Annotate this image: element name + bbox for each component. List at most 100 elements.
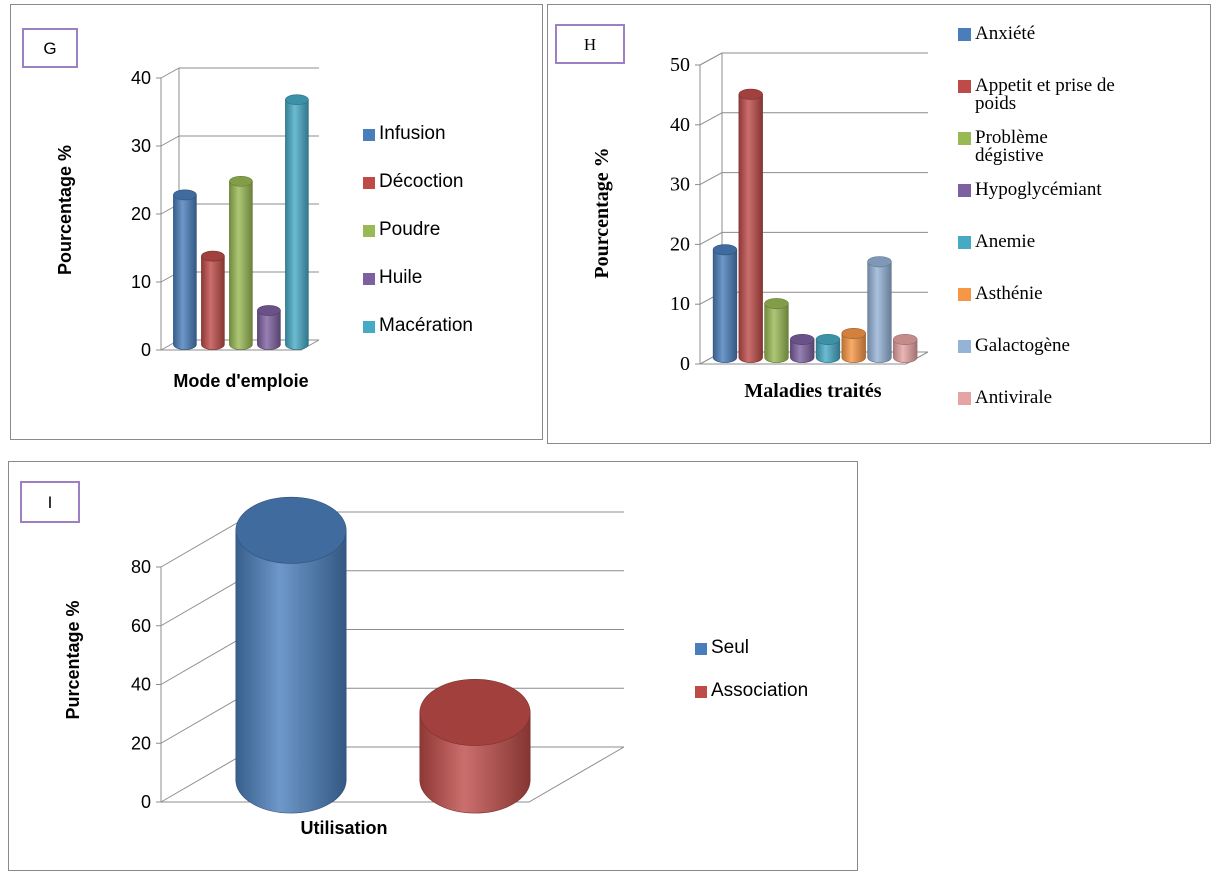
chart-i-legend-swatch-association — [695, 686, 707, 698]
chart-h-legend-swatch-asthenie — [958, 288, 971, 301]
chart-h-bar-top — [738, 88, 763, 100]
chart-h-side-gridline — [699, 231, 723, 245]
chart-h-bar-body — [867, 261, 892, 363]
chart-g-bar-decoction — [201, 250, 225, 350]
chart-g-bar-body — [285, 99, 309, 350]
chart-g-y-tick-label: 30 — [131, 136, 151, 156]
chart-g-legend-swatch-maceration — [363, 321, 375, 333]
chart-h-legend-swatch-appetit-et-prise-de-poids — [958, 80, 971, 93]
chart-h-bar-top — [867, 256, 892, 268]
chart-h-bar-body — [738, 93, 763, 363]
chart-h-y-tick-label: 40 — [670, 114, 690, 136]
chart-panel-g: G 0 10 20 30 40 Mode d'emploie Pourcentage % Inf… — [10, 4, 543, 440]
chart-h-y-tick-label: 0 — [680, 353, 690, 375]
chart-h-panel-label: H — [584, 35, 596, 54]
chart-g-y-tick-label: 0 — [141, 340, 151, 360]
chart-g-bar-top — [201, 250, 225, 262]
chart-i-floor — [161, 746, 625, 803]
chart-h-y-tick-label: 10 — [670, 293, 690, 315]
chart-i-bar-top — [235, 496, 347, 564]
chart-h-legend-label-hypoglycemiant: Hypoglycémiant — [975, 179, 1102, 200]
chart-g-legend-swatch-huile — [363, 273, 375, 285]
chart-h-legend-label-probleme-degistive: Problème dégistive — [975, 127, 1048, 166]
chart-g-y-tick-label: 10 — [131, 272, 151, 292]
chart-i-legend-label-association: Association — [711, 680, 808, 701]
chart-h-label-box — [555, 24, 625, 64]
chart-h-side-gridline — [699, 172, 723, 186]
chart-g-bar-maceration — [285, 94, 309, 350]
chart-g-bar-top — [173, 189, 197, 201]
chart-h-bar-antivirale — [893, 333, 918, 363]
chart-i-y-tick-label: 0 — [141, 792, 151, 812]
chart-g-legend-label-decoction: Décoction — [379, 171, 464, 192]
chart-h-side-gridline — [699, 52, 723, 66]
chart-i-bar-body — [235, 530, 347, 814]
chart-g-bar-huile — [257, 305, 281, 350]
chart-i-y-tick-label: 80 — [131, 557, 151, 577]
chart-h-bar-asthenie — [841, 327, 866, 363]
chart-g-bar-body — [257, 310, 281, 350]
chart-h-legend-swatch-anxiete — [958, 28, 971, 41]
chart-h-legend-swatch-galactogene — [958, 340, 971, 353]
chart-h-legend-label-appetit-et-prise-de-poids: Appetit et prise de poids — [975, 75, 1115, 114]
chart-i-legend-label-seul: Seul — [711, 637, 749, 658]
chart-g-bar-body — [173, 194, 197, 350]
chart-i-bar-association — [419, 679, 531, 814]
chart-panel-h: H 0 10 20 30 40 50 Maladies traités Pourcentage … — [547, 4, 1211, 444]
chart-g-panel-label: G — [43, 39, 56, 58]
chart-h-bar-top — [764, 298, 789, 310]
chart-h-bar-body — [712, 249, 738, 363]
chart-h-x-axis-label: Maladies traités — [744, 380, 881, 402]
chart-h-legend-swatch-antivirale — [958, 392, 971, 405]
chart-g-y-tick-label: 20 — [131, 204, 151, 224]
chart-h-bar-anemie — [815, 333, 841, 363]
chart-h-bar-body — [815, 339, 841, 363]
chart-g-legend-label-infusion: Infusion — [379, 123, 446, 144]
chart-h-y-tick-label: 30 — [670, 174, 690, 196]
chart-g-bar-body — [201, 255, 225, 350]
chart-h-bar-top — [815, 333, 841, 345]
chart-h-legend-swatch-anemie — [958, 236, 971, 249]
chart-g-legend-swatch-decoction — [363, 177, 375, 189]
chart-h-bar-appetit-et-prise-de-poids — [738, 88, 763, 363]
chart-g-side-gridline — [160, 135, 180, 147]
chart-g-bar-poudre — [229, 175, 253, 350]
chart-g-legend-swatch-infusion — [363, 129, 375, 141]
chart-h-bar-top — [841, 327, 866, 339]
chart-g-legend-label-huile: Huile — [379, 267, 422, 288]
chart-h-legend-label-anxiete: Anxiété — [975, 23, 1035, 44]
chart-h-legend-label-anemie: Anemie — [975, 231, 1035, 252]
chart-h-legend-swatch-probleme-degistive — [958, 132, 971, 145]
chart-h-bar-body — [790, 339, 815, 363]
chart-g-legend-label-maceration: Macération — [379, 315, 473, 336]
chart-i-y-tick-label: 40 — [131, 675, 151, 695]
chart-g-legend-swatch-poudre — [363, 225, 375, 237]
chart-g-bar-top — [285, 94, 309, 106]
chart-h-bar-top — [893, 333, 918, 345]
chart-g-bar-infusion — [173, 189, 197, 350]
chart-i: I 0 20 40 60 80 Utilisation Purcentage % Seul Ass… — [20, 481, 808, 838]
chart-h-legend-label-asthenie: Asthénie — [975, 283, 1043, 304]
chart-g-bar-top — [257, 305, 281, 316]
chart-i-bar-seul — [235, 496, 347, 814]
chart-h-bar-top — [790, 333, 815, 345]
chart-g: G 0 10 20 30 40 Mode d'emploie Pourcentage % Inf… — [22, 28, 473, 391]
chart-h-bar-body — [841, 333, 866, 363]
chart-i-x-axis-label: Utilisation — [300, 818, 387, 838]
chart-g-x-axis-label: Mode d'emploie — [173, 371, 308, 391]
chart-h-side-gridline — [699, 112, 723, 126]
chart-i-y-tick-label: 60 — [131, 616, 151, 636]
chart-h-bar-galactogene — [867, 256, 892, 363]
chart-h-y-tick-label: 20 — [670, 233, 690, 255]
chart-g-legend-label-poudre: Poudre — [379, 219, 440, 240]
chart-i-y-tick-label: 20 — [131, 733, 151, 753]
chart-h-bar-top — [712, 244, 738, 256]
chart-h-bar-body — [764, 303, 789, 363]
chart-g-bar-body — [229, 181, 253, 350]
chart-panel-i: I 0 20 40 60 80 Utilisation Purcentage % Seul Ass… — [8, 461, 858, 871]
chart-h-y-tick-label: 50 — [670, 54, 690, 76]
chart-h: H 0 10 20 30 40 50 Maladies traités Pourcentage … — [555, 23, 1115, 408]
chart-g-label-box — [22, 28, 78, 68]
chart-h-bar-anxiete — [712, 244, 738, 363]
chart-h-y-axis-label: Pourcentage % — [591, 147, 613, 278]
